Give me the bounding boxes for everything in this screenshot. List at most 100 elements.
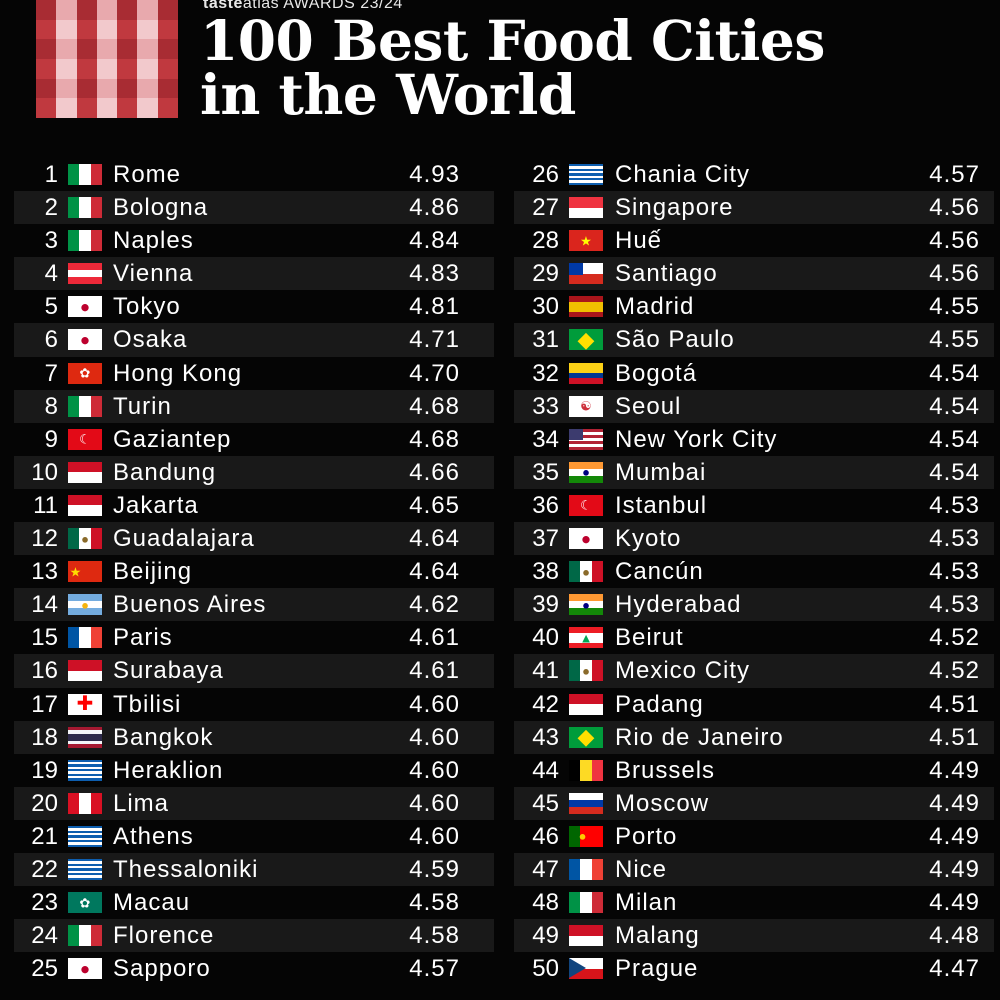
city-score: 4.56 (929, 227, 980, 255)
rank-number: 8 (44, 392, 58, 420)
city-score: 4.62 (409, 591, 460, 619)
rank-number: 3 (44, 227, 58, 255)
italy-flag-icon (569, 892, 603, 914)
city-score: 4.71 (409, 326, 460, 354)
ranking-row: 14 ● Buenos Aires 4.62 (14, 588, 494, 622)
city-score: 4.64 (409, 525, 460, 553)
city-score: 4.83 (409, 260, 460, 288)
brand-header: tasteatlas AWARDS 23/24 (203, 0, 403, 13)
city-score: 4.55 (929, 326, 980, 354)
ranking-row: 19 Heraklion 4.60 (14, 754, 494, 787)
ranking-row: 36 ☾ Istanbul 4.53 (514, 489, 994, 522)
rank-number: 15 (31, 624, 58, 652)
south-korea-flag-icon: ☯ (569, 395, 603, 417)
colombia-flag-icon (569, 362, 603, 384)
rank-number: 14 (31, 591, 58, 619)
city-score: 4.53 (929, 525, 980, 553)
rank-number: 31 (532, 326, 559, 354)
ranking-row: 32 Bogotá 4.54 (514, 357, 994, 390)
rank-number: 29 (532, 260, 559, 288)
rank-number: 48 (532, 889, 559, 917)
rank-number: 10 (31, 458, 58, 486)
rank-number: 45 (532, 789, 559, 817)
city-name: Seoul (615, 392, 682, 420)
city-name: Athens (113, 822, 194, 850)
ranking-row: 16 Surabaya 4.61 (14, 654, 494, 688)
italy-flag-icon (68, 230, 102, 252)
ranking-row: 50 Prague 4.47 (514, 952, 994, 985)
city-score: 4.49 (929, 855, 980, 883)
ranking-row: 39 ● Hyderabad 4.53 (514, 588, 994, 622)
ranking-row: 33 ☯ Seoul 4.54 (514, 389, 994, 423)
ranking-row: 20 Lima 4.60 (14, 786, 494, 820)
rank-number: 19 (31, 756, 58, 784)
city-name: Mexico City (615, 657, 751, 685)
city-name: São Paulo (615, 326, 735, 354)
city-score: 4.60 (409, 756, 460, 784)
ranking-row: 47 Nice 4.49 (514, 852, 994, 887)
austria-flag-icon (68, 263, 102, 285)
rankings-column-left: 1 Rome 4.93 2 Bologna 4.86 3 Naples 4.84 4 Vienna 4… (14, 158, 494, 985)
city-score: 4.64 (409, 558, 460, 586)
tasteatlas-logo-pattern (36, 0, 178, 118)
rank-number: 12 (31, 525, 58, 553)
city-name: Hyderabad (615, 591, 742, 619)
city-name: Florence (113, 922, 215, 950)
city-score: 4.56 (929, 260, 980, 288)
rank-number: 6 (44, 326, 58, 354)
rank-number: 49 (532, 922, 559, 950)
brand-name-part1: taste (203, 0, 243, 12)
city-name: Paris (113, 624, 173, 652)
italy-flag-icon (68, 925, 102, 947)
ranking-row: 26 Chania City 4.57 (514, 158, 994, 191)
rank-number: 25 (31, 955, 58, 983)
city-score: 4.61 (409, 657, 460, 685)
city-score: 4.55 (929, 293, 980, 321)
city-name: Mumbai (615, 458, 707, 486)
rank-number: 16 (31, 657, 58, 685)
argentina-flag-icon: ● (68, 594, 102, 616)
awards-label: AWARDS 23/24 (283, 0, 403, 12)
indonesia-flag-icon (569, 693, 603, 715)
turkey-flag-icon: ☾ (68, 428, 102, 450)
city-score: 4.57 (929, 161, 980, 188)
ranking-row: 3 Naples 4.84 (14, 224, 494, 257)
city-score: 4.47 (929, 955, 980, 983)
russia-flag-icon (569, 792, 603, 814)
ranking-row: 5 ● Tokyo 4.81 (14, 290, 494, 323)
rank-number: 1 (44, 161, 58, 188)
mexico-flag-icon: ● (569, 561, 603, 583)
chile-flag-icon (569, 263, 603, 285)
turkey-flag-icon: ☾ (569, 494, 603, 516)
indonesia-flag-icon (68, 494, 102, 516)
spain-flag-icon (569, 296, 603, 318)
city-score: 4.86 (409, 194, 460, 222)
rank-number: 27 (532, 194, 559, 222)
city-name: Chania City (615, 161, 751, 188)
rank-number: 38 (532, 558, 559, 586)
ranking-row: 38 ● Cancún 4.53 (514, 555, 994, 588)
japan-flag-icon: ● (68, 296, 102, 318)
macau-flag-icon: ✿ (68, 892, 102, 914)
page-title: 100 Best Food Cities in the World (200, 13, 825, 122)
rank-number: 7 (44, 359, 58, 387)
city-score: 4.54 (929, 392, 980, 420)
city-name: Beirut (615, 624, 684, 652)
rank-number: 17 (31, 690, 58, 718)
ranking-row: 6 ● Osaka 4.71 (14, 323, 494, 357)
city-score: 4.59 (409, 855, 460, 883)
vietnam-flag-icon: ★ (569, 230, 603, 252)
ranking-row: 18 Bangkok 4.60 (14, 720, 494, 754)
rank-number: 40 (532, 624, 559, 652)
city-score: 4.49 (929, 789, 980, 817)
ranking-row: 45 Moscow 4.49 (514, 786, 994, 820)
japan-flag-icon: ● (68, 329, 102, 351)
city-score: 4.60 (409, 690, 460, 718)
ranking-row: 17 ✚ Tbilisi 4.60 (14, 688, 494, 721)
city-name: Huế (615, 227, 663, 255)
ranking-row: 21 Athens 4.60 (14, 820, 494, 853)
ranking-row: 43 ◆ Rio de Janeiro 4.51 (514, 720, 994, 754)
city-name: Padang (615, 690, 704, 718)
rank-number: 4 (44, 260, 58, 288)
ranking-row: 31 ◆ São Paulo 4.55 (514, 323, 994, 357)
